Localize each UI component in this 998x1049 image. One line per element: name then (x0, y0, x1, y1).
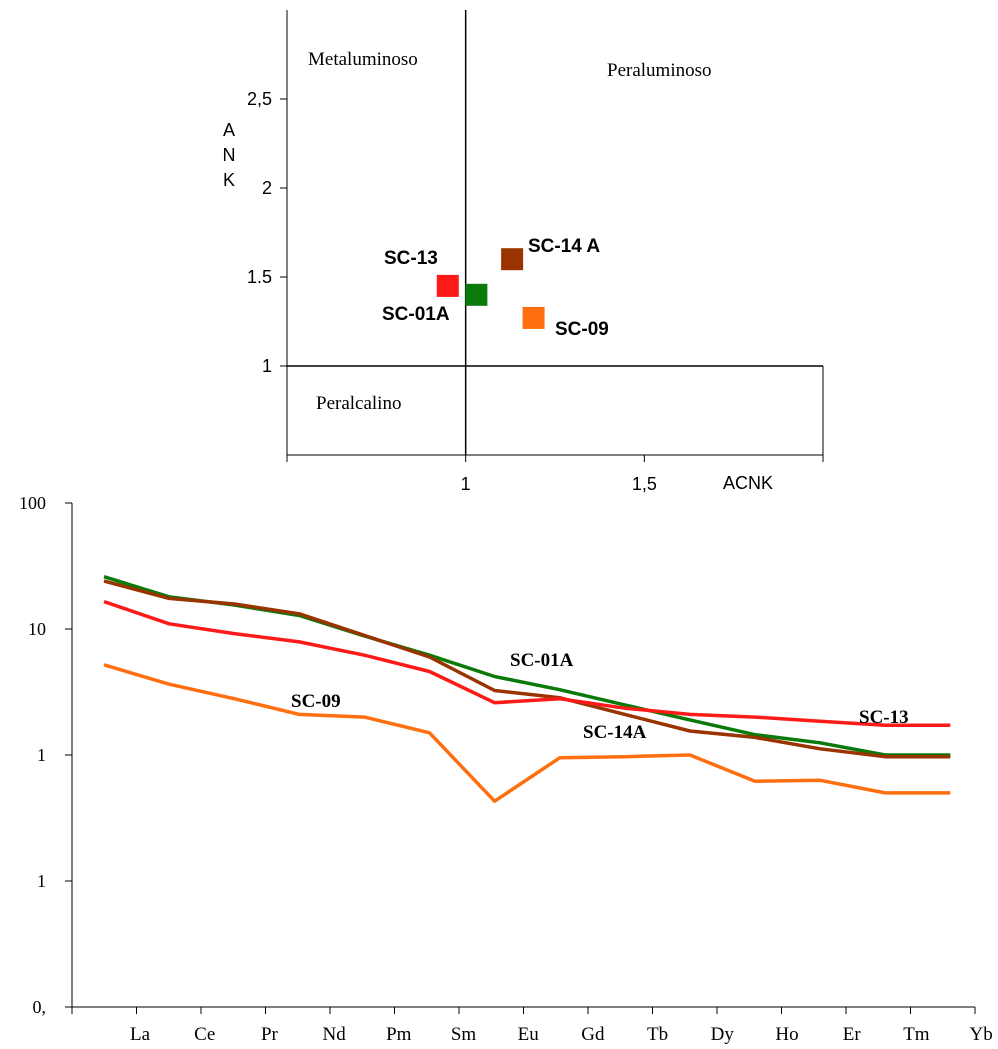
y-tick-label: 10 (28, 619, 46, 639)
y-axis-label-letter: K (223, 170, 235, 190)
y-tick-label: 2,5 (247, 89, 272, 109)
ree-series-lines (103, 575, 951, 803)
x-tick-label: Tb (647, 1024, 668, 1045)
series-label: SC-01A (510, 650, 574, 671)
ree-series-labels: SC-01A SC-14A SC-13 SC-09 (291, 650, 909, 743)
data-point-label: SC-14 A (528, 236, 600, 257)
data-point-label: SC-09 (555, 319, 609, 340)
y-tick-label: 1 (262, 356, 272, 376)
x-tick-label: Ho (775, 1024, 798, 1045)
y-axis-label-letter: N (223, 145, 236, 165)
data-point-marker (522, 306, 545, 329)
data-point-marker (436, 274, 459, 297)
y-tick-label: 1 (37, 871, 46, 891)
series-label: SC-09 (291, 691, 341, 712)
x-tick-label: Eu (518, 1024, 540, 1045)
x-tick-label: Tm (903, 1024, 930, 1045)
region-label: Metaluminoso (308, 49, 418, 70)
ank-acnk-points: SC-13 SC-01A SC-14 A SC-09 (382, 236, 609, 340)
x-tick-label: Nd (322, 1024, 346, 1045)
ank-acnk-region-labels: Metaluminoso Peraluminoso Peralcalino (308, 49, 712, 414)
ree-axes: 0, 1 1 10 100 La Ce Pr Nd Pm Sm Eu Gd Tb Dy Ho Er Tm Yb (19, 493, 993, 1045)
x-tick-label: Sm (451, 1024, 477, 1045)
y-axis-label-letter: A (223, 120, 235, 140)
y-tick-label: 1.5 (247, 267, 272, 287)
x-tick-label: Yb (969, 1024, 992, 1045)
ank-acnk-plot-area (286, 10, 824, 456)
region-label: Peraluminoso (607, 60, 712, 81)
y-tick-label: 1 (37, 745, 46, 765)
series-line-sc-13 (103, 599, 951, 728)
x-tick-label: La (130, 1024, 151, 1045)
x-tick-label: 1,5 (632, 474, 657, 494)
x-tick-label: Pr (261, 1024, 279, 1045)
x-tick-label: 1 (461, 474, 471, 494)
data-point-marker (465, 283, 488, 306)
data-point-label: SC-13 (384, 248, 438, 269)
data-point-label: SC-01A (382, 304, 450, 325)
x-tick-label: Ce (194, 1024, 215, 1045)
series-line-sc-09 (103, 663, 951, 803)
region-label: Peralcalino (316, 393, 401, 414)
series-line-sc-14a (103, 579, 951, 759)
x-tick-label: Er (843, 1024, 862, 1045)
ank-acnk-axes: 1 1.5 2 2,5 1 1,5 ACNK ANK (223, 89, 824, 494)
y-tick-label: 0, (33, 997, 47, 1017)
x-tick-label: Gd (581, 1024, 605, 1045)
data-point-marker (501, 248, 524, 271)
series-label: SC-13 (859, 707, 909, 728)
x-tick-label: Pm (386, 1024, 412, 1045)
y-tick-label: 2 (262, 178, 272, 198)
y-tick-label: 100 (19, 493, 46, 513)
x-axis-label: ACNK (723, 473, 773, 493)
series-label: SC-14A (583, 722, 647, 743)
x-tick-label: Dy (711, 1024, 735, 1045)
